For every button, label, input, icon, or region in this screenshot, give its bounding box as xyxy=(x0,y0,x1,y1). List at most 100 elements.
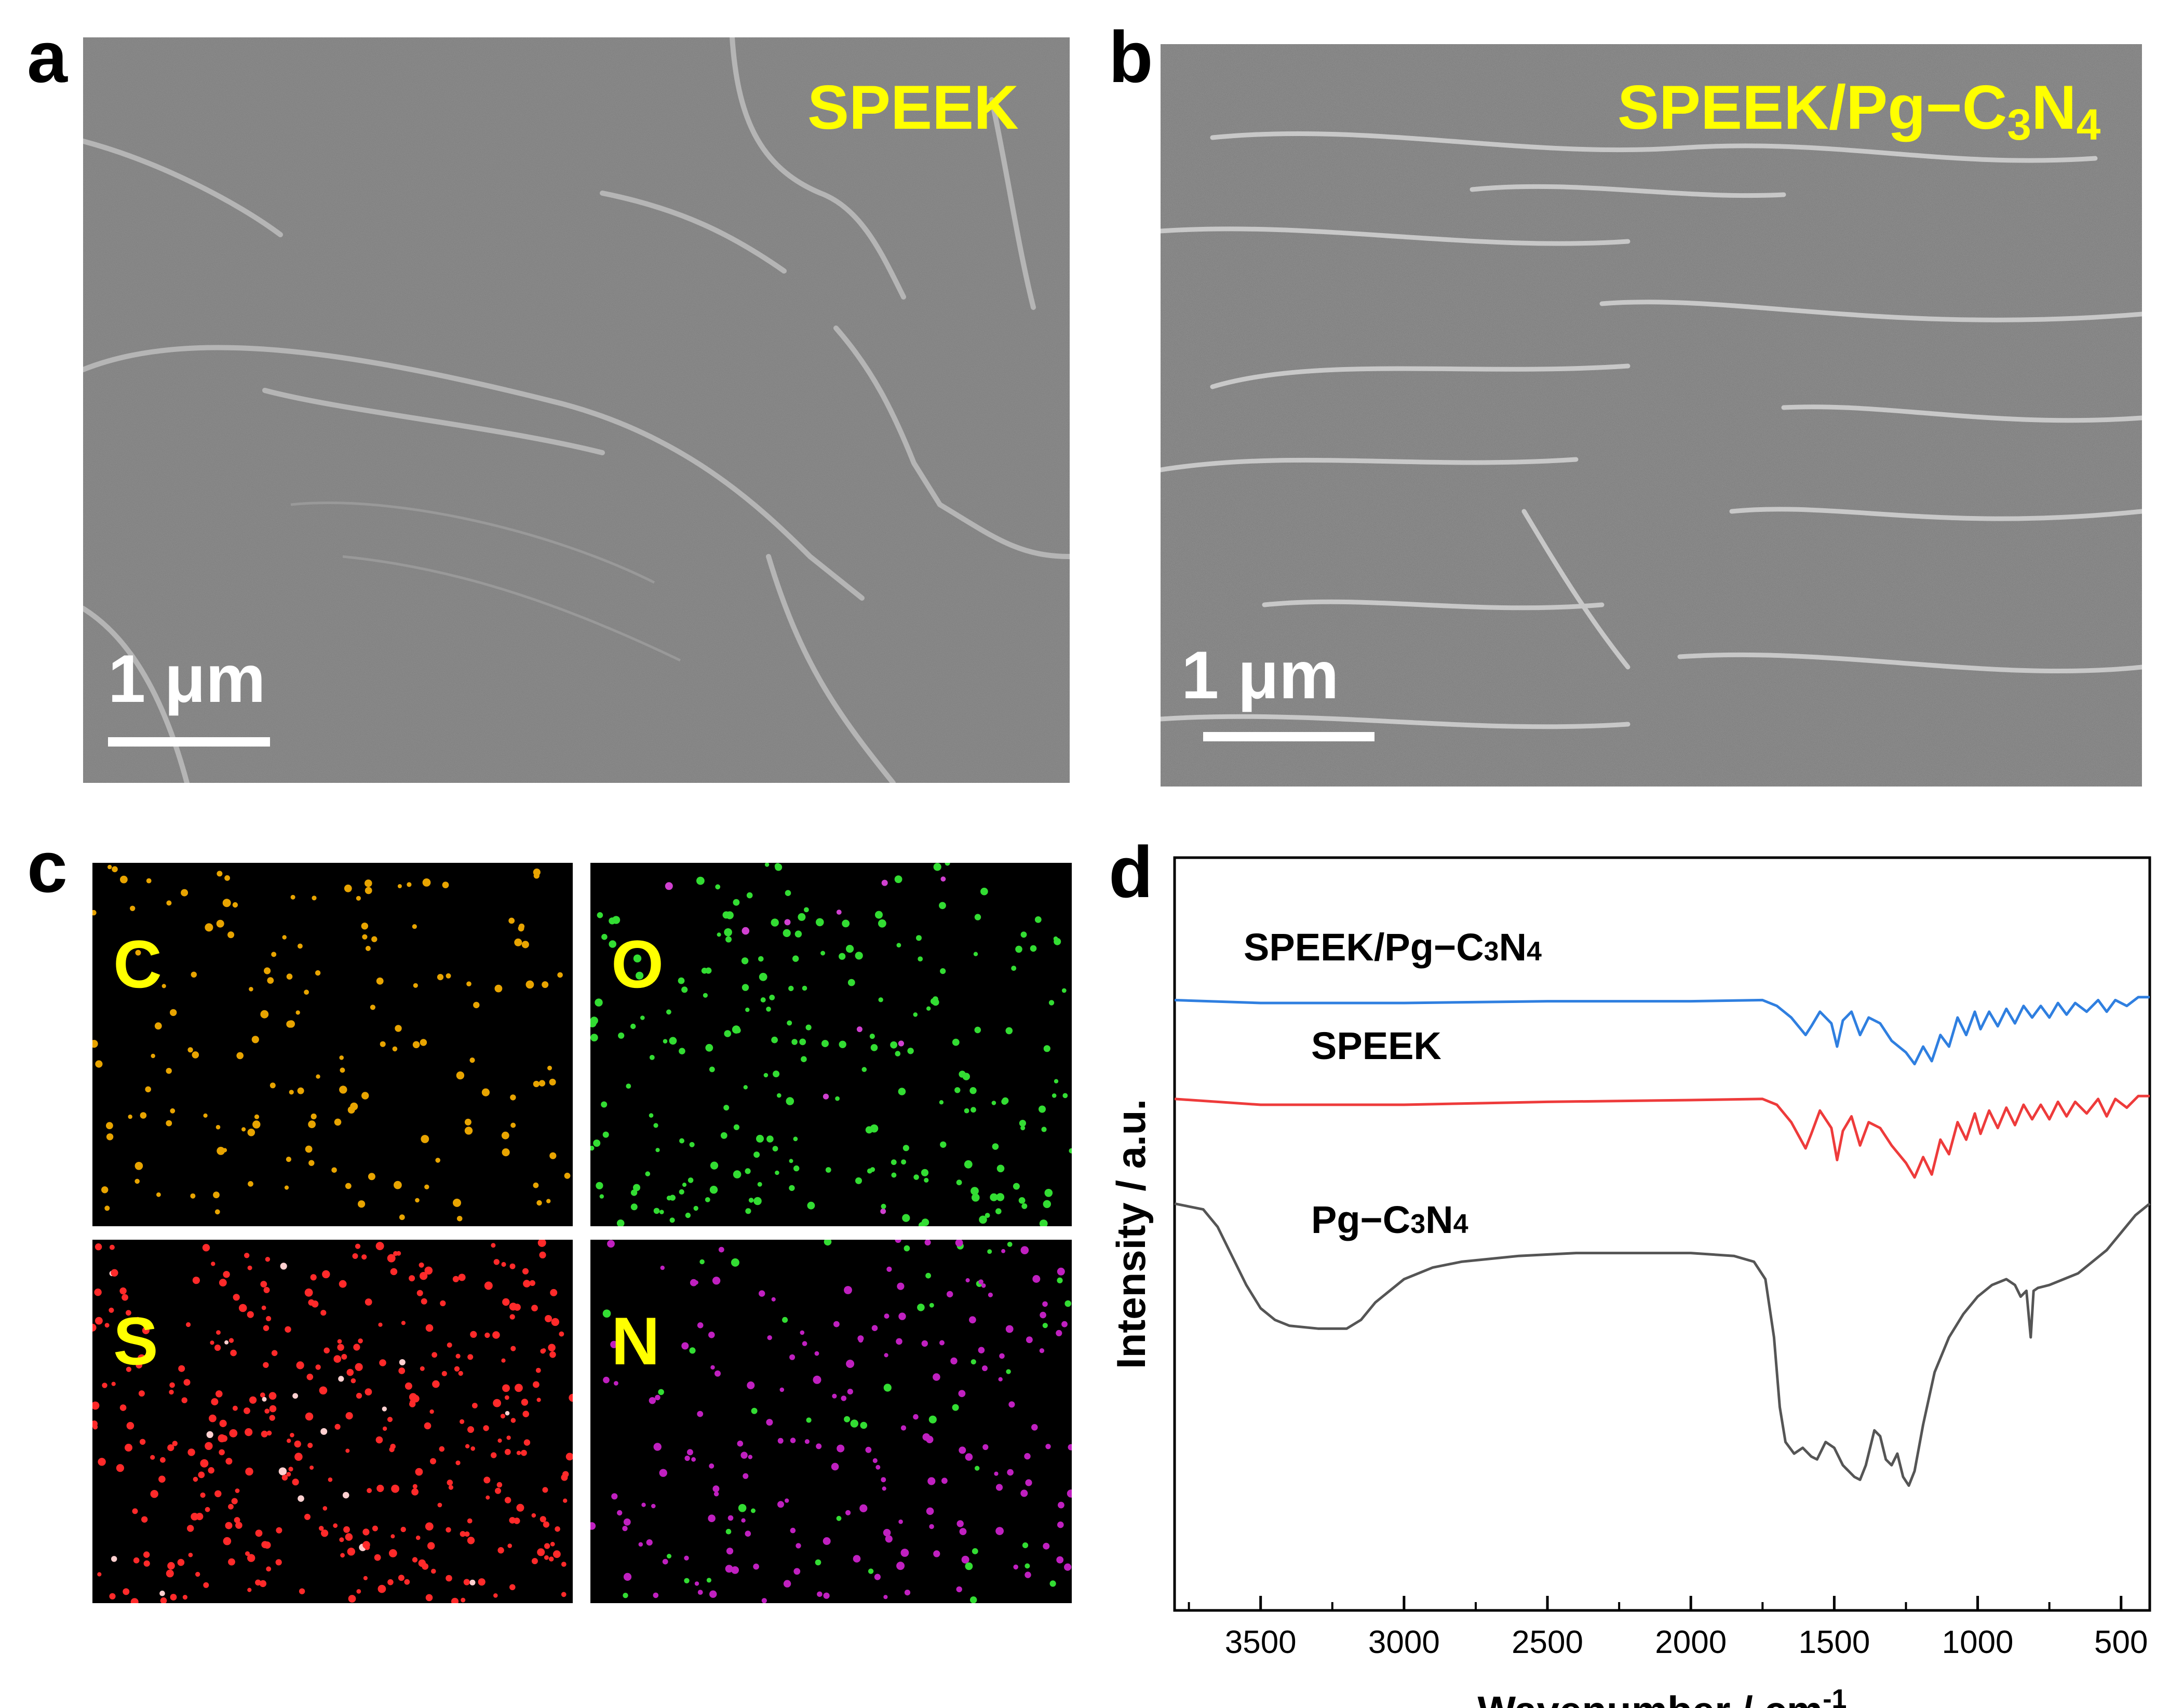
eds-dot xyxy=(304,989,309,995)
eds-dot xyxy=(697,1411,704,1417)
eds-dot xyxy=(235,1488,240,1493)
eds-dot xyxy=(514,938,522,946)
eds-dot xyxy=(897,1282,905,1290)
eds-dot xyxy=(461,1597,466,1603)
eds-dots-c xyxy=(92,864,571,1222)
eds-dot xyxy=(412,924,417,929)
eds-dot xyxy=(509,1314,515,1320)
eds-dot xyxy=(455,1460,461,1466)
eds-dot xyxy=(640,1015,645,1020)
eds-dot xyxy=(832,1393,837,1399)
eds-dot xyxy=(666,1196,672,1201)
eds-dot xyxy=(122,1294,128,1301)
eds-dot xyxy=(747,1381,755,1389)
eds-dot xyxy=(596,1182,603,1189)
eds-dot xyxy=(550,1541,555,1547)
eds-dot xyxy=(697,1322,704,1329)
eds-dot xyxy=(875,1465,881,1470)
eds-dot xyxy=(565,1453,573,1461)
eds-dot xyxy=(1058,1501,1064,1509)
eds-dot xyxy=(682,1183,687,1187)
eds-dot xyxy=(266,1566,272,1572)
eds-dot xyxy=(612,916,621,924)
eds-dot xyxy=(324,1347,330,1354)
eds-dot xyxy=(228,1338,234,1343)
eds-dot xyxy=(263,1541,271,1549)
eds-dot xyxy=(141,1516,148,1523)
eds-dot xyxy=(361,1254,367,1260)
eds-dot xyxy=(1006,1369,1011,1374)
eds-dot xyxy=(419,1272,428,1280)
eds-dot xyxy=(549,1078,556,1086)
eds-dot xyxy=(495,1487,501,1494)
eds-dot xyxy=(992,1143,999,1150)
eds-dot xyxy=(467,1518,473,1524)
eds-dot xyxy=(544,1543,550,1549)
eds-dot xyxy=(276,1527,282,1534)
eds-dot xyxy=(346,1368,354,1376)
eds-dot xyxy=(310,1274,317,1281)
eds-dot xyxy=(902,1214,910,1222)
eds-dot xyxy=(1005,1325,1014,1333)
eds-dot xyxy=(111,1381,116,1386)
eds-dot xyxy=(844,1286,852,1294)
eds-dot xyxy=(427,1542,435,1550)
eds-dot xyxy=(424,1266,433,1275)
series-label-sub: 3 xyxy=(1410,1209,1425,1239)
eds-dot xyxy=(779,1387,785,1392)
eds-dot xyxy=(409,1393,417,1401)
eds-dot xyxy=(745,1530,751,1537)
eds-dot xyxy=(684,1578,690,1583)
eds-dot xyxy=(666,1009,671,1015)
eds-dot xyxy=(497,1547,504,1554)
eds-dot xyxy=(940,876,946,882)
eds-dot xyxy=(334,1424,341,1430)
eds-dot xyxy=(978,1279,983,1284)
eds-dot xyxy=(233,1294,240,1301)
eds-dot xyxy=(649,1055,655,1060)
eds-dot xyxy=(521,1449,527,1456)
eds-dot xyxy=(839,953,846,960)
eds-dot xyxy=(198,1471,205,1479)
eds-dot xyxy=(904,1245,910,1252)
eds-dot xyxy=(244,1253,250,1258)
eds-dot xyxy=(662,1558,668,1565)
eds-dot xyxy=(981,1283,986,1288)
eds-dot xyxy=(725,936,732,943)
eds-dot xyxy=(882,1486,886,1491)
eds-dot xyxy=(398,1367,406,1374)
series-label-part: SPEEK/Pg−C xyxy=(1244,926,1484,969)
eds-dot xyxy=(501,1262,506,1267)
eds-dot xyxy=(126,1310,131,1316)
eds-dot xyxy=(521,1399,529,1406)
eds-dot xyxy=(759,972,767,981)
eds-dot xyxy=(339,1086,347,1094)
eds-dot xyxy=(593,1140,601,1147)
eds-dot xyxy=(135,950,141,956)
eds-dot xyxy=(555,1526,560,1532)
eds-dot xyxy=(400,1526,406,1533)
eds-dot xyxy=(709,1066,715,1073)
eds-dot xyxy=(130,905,136,911)
eds-dot xyxy=(217,1147,225,1155)
eds-dot xyxy=(971,1359,976,1365)
eds-dot xyxy=(1068,1444,1072,1451)
eds-dot xyxy=(340,1553,345,1558)
eds-dot xyxy=(825,1167,831,1173)
eds-dot xyxy=(126,1366,131,1372)
eds-dot xyxy=(890,1041,897,1049)
eds-dot xyxy=(646,1539,653,1546)
eds-dot xyxy=(516,1503,524,1512)
eds-dot xyxy=(306,1289,311,1294)
eds-dot xyxy=(742,927,750,935)
eds-dot xyxy=(435,1158,440,1163)
eds-dot xyxy=(543,1521,549,1528)
eds-dot xyxy=(902,1145,909,1151)
eds-dot xyxy=(697,1590,703,1595)
eds-dot xyxy=(925,1272,931,1279)
eds-dot xyxy=(365,879,372,887)
eds-dot xyxy=(618,1032,625,1039)
eds-dot xyxy=(529,1280,535,1286)
eds-dot xyxy=(491,1243,496,1248)
eds-dot xyxy=(954,1087,961,1093)
